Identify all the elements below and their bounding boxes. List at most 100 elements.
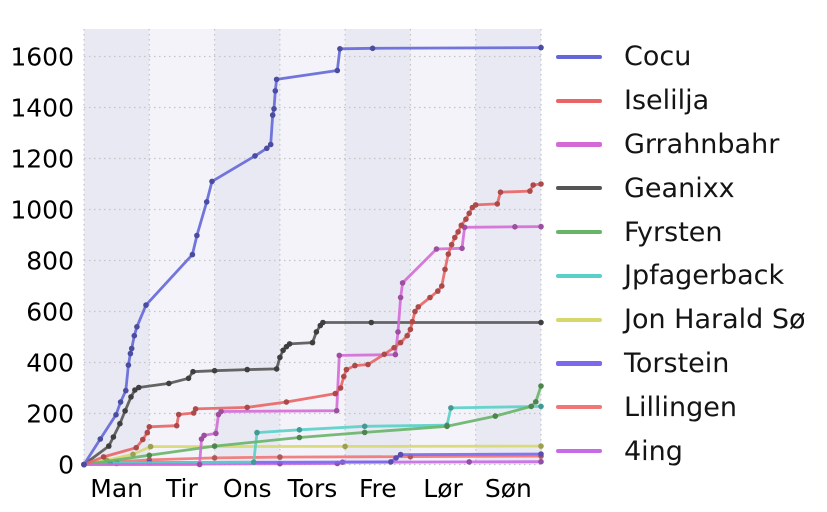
data-point-4ing <box>538 458 544 465</box>
data-point-iselilja <box>332 390 339 397</box>
data-point-cocu <box>127 350 134 357</box>
data-point-iselilja <box>343 366 350 373</box>
legend-label-jon-harald-s: Jon Harald Sø <box>624 304 806 336</box>
legend-label-torstein: Torstein <box>624 347 730 379</box>
data-point-fyrsten <box>492 413 499 419</box>
day-band-fre <box>345 29 411 465</box>
data-point-fyrsten <box>538 383 544 389</box>
data-point-jon-harald-s <box>147 443 154 450</box>
data-point-cocu <box>113 412 119 418</box>
data-point-grrahnbahr <box>399 280 406 286</box>
data-point-grrahnbahr <box>512 224 518 230</box>
data-point-geanixx <box>280 347 286 354</box>
series-iselilja <box>81 181 544 468</box>
data-point-cocu <box>271 106 277 112</box>
data-point-grrahnbahr <box>333 407 340 414</box>
legend-item-jon-harald-s: Jon Harald Sø <box>556 298 806 342</box>
data-point-cocu <box>334 67 341 74</box>
x-tick-label-man: Man <box>90 474 143 503</box>
legend-label-lillingen: Lillingen <box>624 391 738 423</box>
legend-swatch-cocu <box>556 54 602 59</box>
data-point-cocu <box>81 461 87 468</box>
legend-label-geanixx: Geanixx <box>624 172 735 204</box>
data-point-fyrsten <box>528 403 534 410</box>
legend-swatch-grrahnbahr <box>556 142 602 147</box>
legend-swatch-fyrsten <box>556 229 602 235</box>
data-point-fyrsten <box>146 452 153 459</box>
data-point-geanixx <box>185 375 192 382</box>
y-tick-label-1600: 1600 <box>10 43 74 72</box>
data-point-cocu <box>194 232 200 239</box>
data-point-cocu <box>134 324 140 330</box>
legend-label-4ing: 4ing <box>624 435 683 467</box>
data-point-geanixx <box>110 434 117 440</box>
y-tick-label-0: 0 <box>58 451 74 480</box>
data-point-iselilja <box>352 362 358 369</box>
legend-swatch-geanixx <box>556 186 602 191</box>
data-point-cocu <box>269 112 276 118</box>
legend-item-4ing: 4ing <box>556 429 806 473</box>
data-point-cocu <box>264 145 270 152</box>
data-point-grrahnbahr <box>218 408 224 415</box>
data-point-jon-harald-s <box>130 451 136 458</box>
data-point-fyrsten <box>361 429 368 436</box>
data-point-iselilja <box>439 283 445 289</box>
data-point-jpfagerback <box>296 427 303 433</box>
data-point-iselilja <box>415 304 422 310</box>
day-band-tors <box>279 29 346 465</box>
legend-swatch-4ing <box>556 448 602 454</box>
legend-item-cocu: Cocu <box>556 35 806 79</box>
data-point-jon-harald-s <box>538 443 544 449</box>
legend-label-grrahnbahr: Grrahnbahr <box>624 128 780 160</box>
data-point-cocu <box>538 44 544 51</box>
day-band-lør <box>410 29 476 465</box>
data-point-geanixx <box>368 319 375 326</box>
data-point-fyrsten <box>533 399 539 405</box>
data-point-iselilja <box>445 251 452 257</box>
data-point-cocu <box>337 46 343 52</box>
data-point-iselilja <box>407 326 414 333</box>
legend-swatch-lillingen <box>556 405 602 410</box>
data-point-cocu <box>273 76 280 83</box>
data-point-iselilja <box>341 373 347 380</box>
data-point-iselilja <box>472 202 479 208</box>
data-point-torstein <box>397 451 404 458</box>
data-point-geanixx <box>128 394 134 400</box>
y-tick-label-600: 600 <box>26 298 74 327</box>
day-band-man <box>84 29 150 465</box>
data-point-torstein <box>393 455 399 461</box>
data-point-grrahnbahr <box>397 294 404 301</box>
data-point-grrahnbahr <box>336 352 343 359</box>
data-point-jpfagerback <box>254 429 260 436</box>
data-point-geanixx <box>320 319 326 326</box>
data-point-grrahnbahr <box>213 430 219 437</box>
data-point-geanixx <box>273 366 280 372</box>
legend-label-jpfagerback: Jpfagerback <box>624 260 785 292</box>
x-tick-label-fre: Fre <box>359 474 397 503</box>
series-grrahnbahr <box>81 223 544 468</box>
data-point-iselilja <box>527 188 533 194</box>
data-point-cocu <box>252 153 258 159</box>
data-point-iselilja <box>283 399 290 405</box>
legend-item-jpfagerback: Jpfagerback <box>556 254 806 298</box>
data-point-iselilja <box>442 266 448 273</box>
data-point-geanixx <box>190 368 196 375</box>
data-point-cocu <box>131 332 138 339</box>
legend-label-cocu: Cocu <box>624 41 692 73</box>
data-point-fyrsten <box>296 434 303 441</box>
data-point-iselilja <box>458 222 465 229</box>
data-point-cocu <box>97 436 104 442</box>
data-point-iselilja <box>175 411 182 418</box>
data-point-geanixx <box>211 367 218 374</box>
data-point-geanixx <box>117 420 123 427</box>
data-point-iselilja <box>140 436 146 443</box>
data-point-torstein <box>388 459 394 465</box>
data-point-geanixx <box>122 408 128 414</box>
data-point-iselilja <box>100 454 107 460</box>
data-point-cocu <box>123 387 129 394</box>
data-point-iselilja <box>435 288 441 294</box>
day-band-søn <box>475 29 541 465</box>
series-geanixx <box>81 319 544 468</box>
data-point-iselilja <box>427 294 433 301</box>
